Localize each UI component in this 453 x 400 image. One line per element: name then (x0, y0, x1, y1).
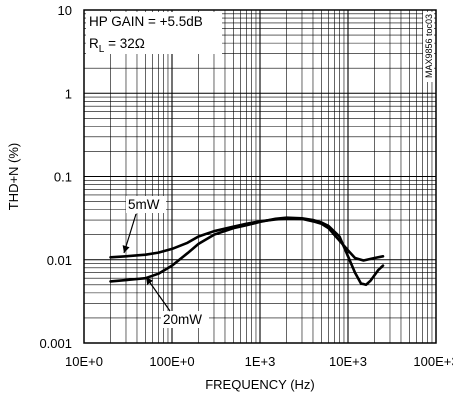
load-symbol: R (89, 36, 99, 51)
x-tick-labels: 10E+0 100E+0 1E+3 10E+3 100E+3 (65, 354, 453, 369)
x-axis-label: FREQUENCY (Hz) (205, 377, 315, 392)
load-annotation: RL = 32Ω (89, 36, 145, 55)
x-tick-label: 100E+0 (149, 354, 194, 369)
load-subscript: L (99, 44, 105, 55)
series-5mw-label: 5mW (128, 197, 160, 212)
y-tick-labels: 0.001 0.01 0.1 1 10 (39, 3, 72, 351)
y-tick-label: 1 (65, 86, 72, 101)
callout-arrows (122, 213, 171, 312)
series-line-1 (109, 216, 385, 287)
x-tick-label: 10E+3 (329, 354, 367, 369)
figure-code: MAX9856 toc03 (424, 14, 434, 78)
arrow-5mw-head (122, 245, 130, 253)
series-5mw-label-background (126, 196, 166, 213)
series-lines (109, 216, 385, 287)
gain-annotation: HP GAIN = +5.5dB (89, 14, 203, 29)
y-tick-label: 0.001 (39, 336, 72, 351)
major-grid (84, 10, 436, 343)
y-tick-label: 10 (58, 3, 72, 18)
y-axis-label: THD+N (%) (6, 143, 21, 211)
annotation-background (86, 12, 222, 54)
series-20mw-label: 20mW (163, 312, 202, 327)
arrow-20mw-head (146, 277, 154, 285)
series-20mw-label-background (161, 311, 209, 328)
x-tick-label: 1E+3 (245, 354, 276, 369)
x-tick-label: 10E+0 (65, 354, 103, 369)
load-value: = 32Ω (104, 36, 145, 51)
y-tick-label: 0.01 (47, 253, 72, 268)
side-code-background (423, 12, 434, 82)
x-tick-label: 100E+3 (413, 354, 453, 369)
plot-frame (83, 9, 437, 344)
y-tick-label: 0.1 (54, 170, 72, 185)
